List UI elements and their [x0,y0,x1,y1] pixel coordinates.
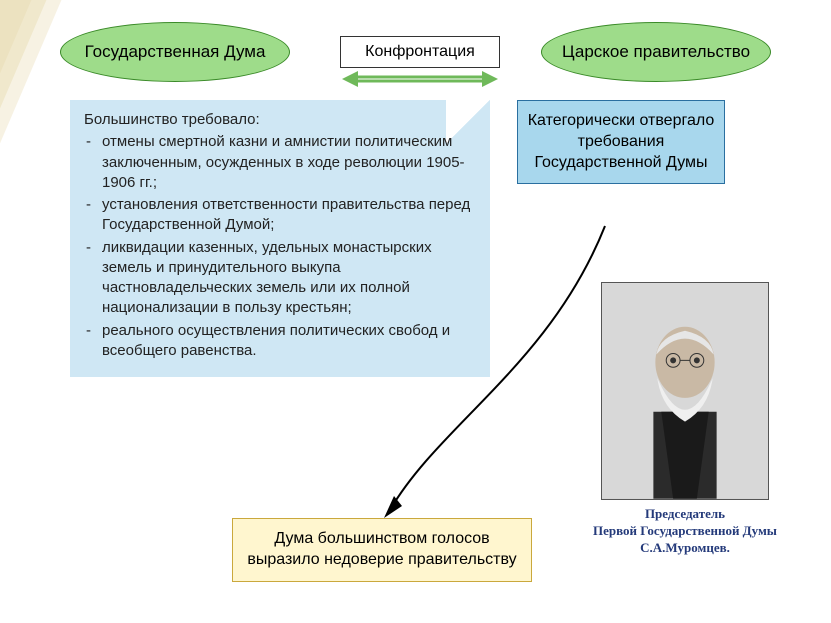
double-arrow-icon [340,68,500,90]
caption-line: Первой Государственной Думы [585,523,785,540]
portrait-caption: Председатель Первой Государственной Думы… [585,506,785,557]
confrontation-box: Конфронтация [340,36,500,68]
caption-line: С.А.Муромцев. [585,540,785,557]
government-oval-label: Царское правительство [562,42,750,62]
duma-oval: Государственная Дума [60,22,290,82]
portrait-block: Председатель Первой Государственной Думы… [585,282,785,557]
reject-box: Категорически отвергало требования Госуд… [517,100,725,184]
duma-oval-label: Государственная Дума [85,42,266,62]
confrontation-label: Конфронтация [365,43,475,61]
caption-line: Председатель [585,506,785,523]
demands-title: Большинство требовало: [84,110,476,130]
portrait-image [601,282,769,500]
slide-corner-decoration [0,0,70,200]
reject-text: Категорически отвергало требования Госуд… [528,112,715,171]
vote-text: Дума большинством голосов выразило недов… [247,530,516,568]
demands-item: отмены смертной казни и амнистии политич… [96,132,476,193]
vote-box: Дума большинством голосов выразило недов… [232,518,532,582]
government-oval: Царское правительство [541,22,771,82]
arrow-reject-to-vote [380,224,620,520]
